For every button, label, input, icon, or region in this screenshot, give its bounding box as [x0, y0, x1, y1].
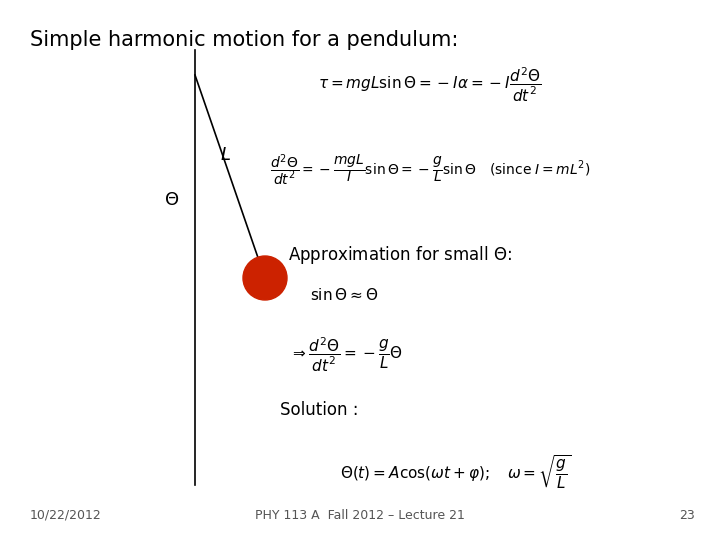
- Text: $\tau = mgL\sin\Theta = -I\alpha = -I\dfrac{d^2\Theta}{dt^2}$: $\tau = mgL\sin\Theta = -I\alpha = -I\df…: [318, 66, 541, 104]
- Circle shape: [243, 256, 287, 300]
- Text: 23: 23: [679, 509, 695, 522]
- Text: Simple harmonic motion for a pendulum:: Simple harmonic motion for a pendulum:: [30, 30, 459, 50]
- Text: $L$: $L$: [220, 146, 231, 164]
- Text: $\Theta$: $\Theta$: [164, 191, 179, 209]
- Text: Solution :: Solution :: [280, 401, 359, 419]
- Text: $\Theta(t) = A\cos(\omega t + \varphi); \quad \omega = \sqrt{\dfrac{g}{L}}$: $\Theta(t) = A\cos(\omega t + \varphi); …: [340, 453, 571, 491]
- Text: Approximation for small $\Theta$:: Approximation for small $\Theta$:: [288, 244, 512, 266]
- Text: 10/22/2012: 10/22/2012: [30, 509, 102, 522]
- Text: $\sin\Theta \approx \Theta$: $\sin\Theta \approx \Theta$: [310, 287, 378, 303]
- Text: PHY 113 A  Fall 2012 – Lecture 21: PHY 113 A Fall 2012 – Lecture 21: [255, 509, 465, 522]
- Text: $\Rightarrow \dfrac{d^2\Theta}{dt^2} = -\dfrac{g}{L}\Theta$: $\Rightarrow \dfrac{d^2\Theta}{dt^2} = -…: [290, 336, 403, 374]
- Text: $\dfrac{d^2\Theta}{dt^2} = -\dfrac{mgL}{I}\sin\Theta = -\dfrac{g}{L}\sin\Theta \: $\dfrac{d^2\Theta}{dt^2} = -\dfrac{mgL}{…: [270, 152, 590, 187]
